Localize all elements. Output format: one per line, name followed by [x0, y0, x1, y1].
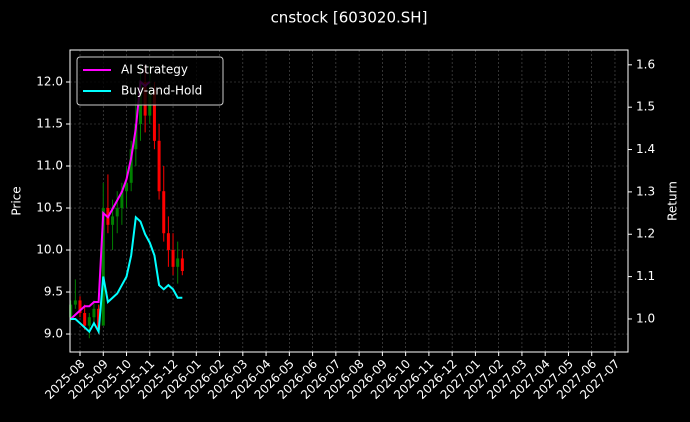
y2-tick-label: 1.1 [636, 269, 655, 283]
legend-box [76, 56, 224, 106]
candle-body [69, 304, 73, 318]
y-tick-label: 9.0 [44, 327, 63, 341]
y2-tick-label: 1.5 [636, 100, 655, 114]
candle-body [180, 258, 184, 272]
y-tick-label: 11.0 [36, 159, 63, 173]
candle-body [171, 250, 175, 267]
y2-tick-label: 1.0 [636, 311, 655, 325]
candle-body [87, 317, 91, 326]
candle-body [125, 182, 129, 192]
plot-frame [69, 49, 629, 353]
candle-body [92, 308, 96, 318]
candle-body [152, 90, 156, 141]
y-tick-label: 12.0 [36, 75, 63, 89]
y2-tick-label: 1.2 [636, 227, 655, 241]
y2-tick-label: 1.6 [636, 57, 655, 71]
chart-title: cnstock [603020.SH] [271, 9, 428, 27]
candle-body [176, 258, 180, 267]
y-tick-label: 9.5 [44, 285, 63, 299]
y-tick-label: 10.0 [36, 243, 63, 257]
candle-body [166, 233, 170, 251]
y-axis-label: Price [10, 186, 24, 215]
candle-body [83, 313, 87, 326]
candle-body [115, 208, 119, 217]
legend: AI Strategy Buy-and-Hold [76, 56, 224, 106]
candle-body [97, 308, 101, 330]
y-tick-label: 10.5 [36, 201, 63, 215]
y2-axis-label: Return [666, 181, 680, 221]
candle-body [129, 149, 133, 183]
candle-body [157, 140, 161, 192]
candle-body [111, 216, 115, 225]
return-line [70, 79, 151, 320]
candle-body [162, 191, 166, 234]
return-line [70, 215, 183, 336]
y2-tick-label: 1.4 [636, 142, 655, 156]
candle-body [134, 124, 138, 150]
y-tick-label: 11.5 [36, 117, 63, 131]
legend-label: AI Strategy [121, 63, 188, 77]
candle-body [78, 300, 82, 314]
candle-body [101, 208, 105, 326]
legend-label: Buy-and-Hold [121, 84, 202, 98]
candle-body [73, 300, 77, 305]
candle-body [120, 191, 124, 209]
y2-tick-label: 1.3 [636, 184, 655, 198]
